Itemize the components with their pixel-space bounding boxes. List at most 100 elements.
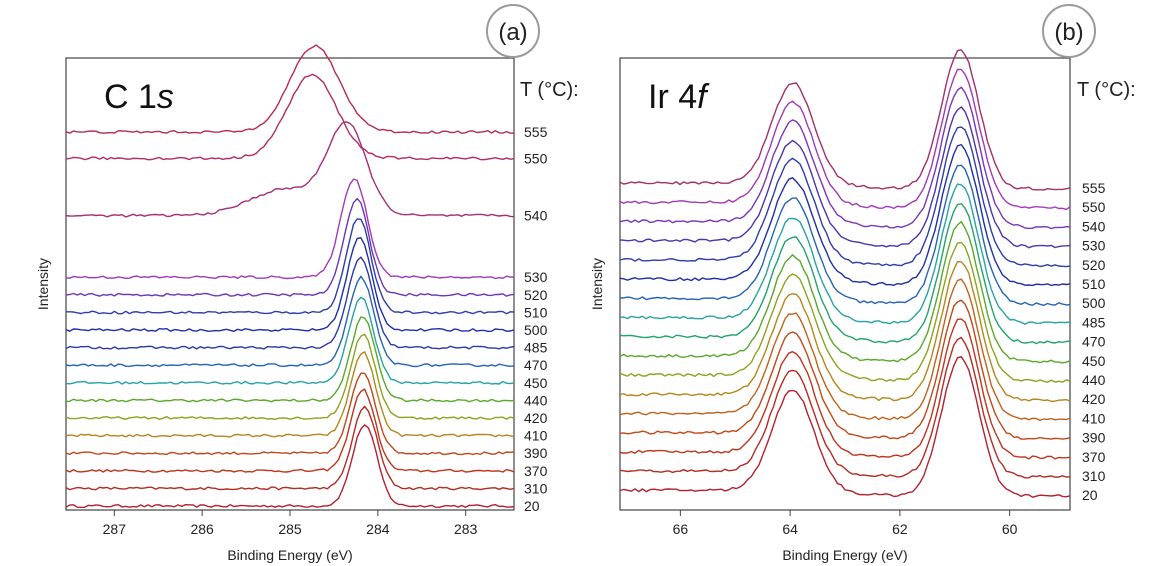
x-axis-title-a: Binding Energy (eV) bbox=[227, 547, 352, 563]
temperature-label-485: 485 bbox=[524, 340, 548, 356]
series-line-555 bbox=[619, 49, 1071, 191]
series-line-440 bbox=[65, 316, 515, 403]
temperature-label-390: 390 bbox=[524, 445, 548, 461]
x-ticks-a: 287 286 285 284 283 bbox=[103, 510, 478, 537]
series-line-470 bbox=[619, 203, 1071, 345]
x-tick-label: 66 bbox=[673, 521, 689, 537]
temperature-label-470: 470 bbox=[1082, 334, 1106, 350]
x-ticks-b: 66 64 62 60 bbox=[673, 510, 1018, 537]
series-line-485 bbox=[65, 256, 515, 350]
legend-title-a: T (°C): bbox=[520, 79, 579, 101]
series-line-555 bbox=[65, 44, 515, 134]
temperature-label-485: 485 bbox=[1082, 314, 1106, 330]
temperature-label-390: 390 bbox=[1082, 430, 1106, 446]
temperature-label-450: 450 bbox=[1082, 353, 1106, 369]
temperature-label-540: 540 bbox=[1082, 218, 1106, 234]
series-line-520 bbox=[65, 197, 515, 297]
x-tick-label: 287 bbox=[103, 521, 127, 537]
series-line-450 bbox=[619, 220, 1071, 364]
temperature-label-555: 555 bbox=[524, 124, 548, 140]
temperature-label-370: 370 bbox=[1082, 449, 1106, 465]
curves-b bbox=[619, 49, 1071, 498]
series-line-310 bbox=[65, 405, 515, 491]
series-line-530 bbox=[65, 178, 515, 280]
temperature-label-520: 520 bbox=[1082, 257, 1106, 273]
x-tick-label: 283 bbox=[454, 521, 478, 537]
series-line-370 bbox=[619, 318, 1071, 460]
series-line-500 bbox=[65, 237, 515, 332]
temperature-label-510: 510 bbox=[524, 304, 548, 320]
series-line-540 bbox=[619, 86, 1071, 230]
temperature-label-310: 310 bbox=[1082, 468, 1106, 484]
panel-badge-circle-b bbox=[1042, 4, 1096, 58]
x-axis-title-b: Binding Energy (eV) bbox=[782, 547, 907, 563]
temperature-label-540: 540 bbox=[524, 208, 548, 224]
x-tick-label: 64 bbox=[782, 521, 798, 537]
x-tick-label: 62 bbox=[892, 521, 908, 537]
temperature-label-310: 310 bbox=[524, 480, 548, 496]
series-line-550 bbox=[65, 73, 515, 161]
temperature-label-555: 555 bbox=[1082, 180, 1106, 196]
series-line-410 bbox=[65, 351, 515, 438]
series-line-540 bbox=[65, 121, 515, 218]
temperature-label-20: 20 bbox=[1082, 487, 1098, 503]
temperature-label-530: 530 bbox=[524, 269, 548, 285]
plot-frame-a bbox=[65, 57, 515, 511]
series-line-520 bbox=[619, 126, 1071, 268]
temperature-label-550: 550 bbox=[1082, 199, 1106, 215]
temperature-label-500: 500 bbox=[1082, 295, 1106, 311]
series-line-20 bbox=[65, 424, 515, 508]
temperature-label-440: 440 bbox=[1082, 372, 1106, 388]
series-line-310 bbox=[619, 336, 1071, 479]
temperature-label-470: 470 bbox=[524, 357, 548, 373]
panel-b: 66 64 62 60 20 310 370 390 410 420 440 450 470 485 50… bbox=[589, 4, 1136, 563]
temperature-label-440: 440 bbox=[524, 392, 548, 408]
series-line-500 bbox=[619, 164, 1071, 306]
temperature-labels-b: 20 310 370 390 410 420 440 450 470 485 500 510 520 53… bbox=[1082, 180, 1106, 503]
series-line-485 bbox=[619, 183, 1071, 325]
panel-title-b: Ir 4f bbox=[648, 78, 710, 116]
series-line-420 bbox=[65, 333, 515, 420]
temperature-label-410: 410 bbox=[1082, 410, 1106, 426]
temperature-label-530: 530 bbox=[1082, 238, 1106, 254]
series-line-440 bbox=[619, 241, 1071, 383]
temperature-label-550: 550 bbox=[524, 150, 548, 166]
panel-badge-b: (b) bbox=[1054, 19, 1083, 46]
y-axis-title-b: Intensity bbox=[589, 258, 605, 310]
series-line-510 bbox=[66, 218, 515, 315]
panel-badge-a: (a) bbox=[498, 19, 527, 46]
series-line-470 bbox=[65, 275, 515, 368]
series-line-530 bbox=[619, 106, 1071, 249]
series-line-410 bbox=[619, 278, 1071, 422]
series-line-370 bbox=[65, 388, 515, 473]
temperature-label-370: 370 bbox=[524, 463, 548, 479]
panel-badge-circle-a bbox=[486, 4, 540, 58]
temperature-label-420: 420 bbox=[1082, 391, 1106, 407]
panel-title-a: C 1s bbox=[104, 78, 174, 116]
series-line-450 bbox=[65, 296, 515, 385]
temperature-label-520: 520 bbox=[524, 287, 548, 303]
series-line-390 bbox=[65, 372, 515, 456]
curves-a bbox=[65, 44, 515, 508]
y-axis-title-a: Intensity bbox=[35, 258, 51, 310]
series-line-550 bbox=[619, 68, 1071, 211]
temperature-label-20: 20 bbox=[524, 498, 540, 514]
temperature-label-450: 450 bbox=[524, 375, 548, 391]
series-line-390 bbox=[619, 299, 1071, 440]
x-tick-label: 285 bbox=[278, 521, 302, 537]
temperature-label-500: 500 bbox=[524, 322, 548, 338]
plot-frame-b bbox=[619, 57, 1071, 511]
temperature-label-410: 410 bbox=[524, 428, 548, 444]
series-line-420 bbox=[619, 261, 1071, 403]
temperature-label-420: 420 bbox=[524, 410, 548, 426]
temperature-label-510: 510 bbox=[1082, 276, 1106, 292]
x-tick-label: 286 bbox=[190, 521, 214, 537]
legend-title-b: T (°C): bbox=[1077, 79, 1136, 101]
x-tick-label: 60 bbox=[1002, 521, 1018, 537]
series-line-510 bbox=[619, 143, 1071, 287]
series-line-20 bbox=[619, 356, 1071, 498]
x-tick-label: 284 bbox=[366, 521, 390, 537]
